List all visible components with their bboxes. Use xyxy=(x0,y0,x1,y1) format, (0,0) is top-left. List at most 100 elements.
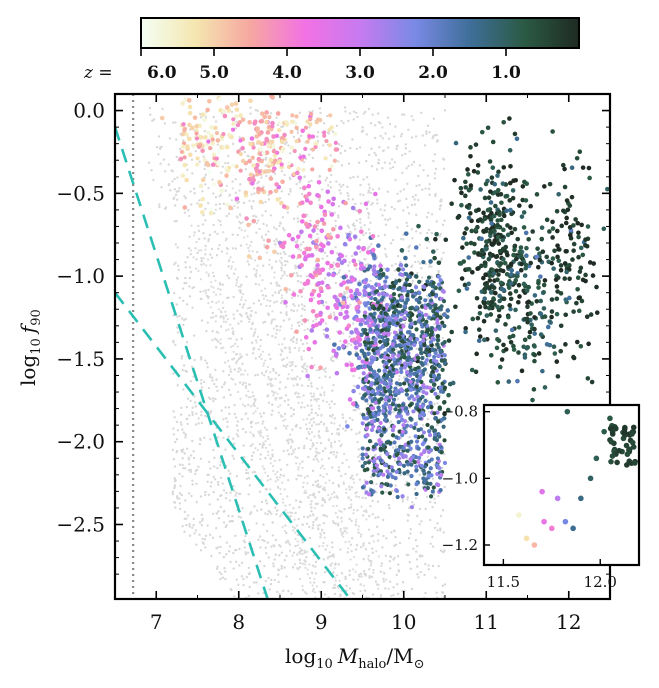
background-point xyxy=(242,577,245,581)
colored-point xyxy=(383,279,388,284)
background-point xyxy=(266,434,269,438)
background-point xyxy=(313,577,316,580)
background-point xyxy=(274,398,277,401)
background-point xyxy=(253,331,257,334)
background-point xyxy=(296,375,299,378)
colored-point xyxy=(190,60,195,65)
colored-point xyxy=(482,296,488,302)
background-point xyxy=(276,478,280,481)
background-point xyxy=(279,381,282,384)
background-point xyxy=(405,221,408,225)
background-point xyxy=(349,558,352,561)
colored-point xyxy=(564,198,570,203)
background-point xyxy=(192,523,195,527)
colored-point xyxy=(438,385,443,390)
background-point xyxy=(313,398,316,401)
background-point xyxy=(237,358,240,361)
colored-point xyxy=(459,276,465,281)
background-point xyxy=(274,336,277,339)
colored-point xyxy=(594,284,599,290)
colored-point xyxy=(403,300,408,306)
colored-point xyxy=(500,181,506,186)
colored-point xyxy=(495,304,500,310)
background-point xyxy=(283,337,286,340)
background-point xyxy=(358,431,361,435)
colored-point xyxy=(538,274,543,279)
colored-point xyxy=(361,371,366,376)
background-point xyxy=(212,274,216,278)
background-point xyxy=(270,413,273,416)
colored-point xyxy=(197,123,202,129)
background-point xyxy=(419,570,422,574)
background-point xyxy=(269,214,273,217)
background-point xyxy=(289,338,293,342)
background-point xyxy=(280,551,284,554)
background-point xyxy=(200,256,203,260)
colored-point xyxy=(275,197,280,202)
colored-point xyxy=(570,257,575,262)
background-point xyxy=(174,506,177,509)
background-point xyxy=(390,594,393,597)
background-point xyxy=(280,277,283,280)
colored-point xyxy=(508,296,514,302)
colored-point xyxy=(515,299,521,305)
background-point xyxy=(244,369,247,372)
background-point xyxy=(200,378,203,382)
colored-point xyxy=(340,300,346,306)
background-point xyxy=(406,498,409,501)
background-point xyxy=(323,277,327,280)
colored-point xyxy=(234,107,240,112)
background-point xyxy=(186,422,189,426)
background-point xyxy=(175,438,179,441)
background-point xyxy=(200,523,204,527)
background-point xyxy=(272,226,276,229)
background-point xyxy=(266,383,269,386)
background-point xyxy=(300,406,303,409)
background-point xyxy=(220,409,223,412)
background-point xyxy=(228,499,232,502)
colored-point xyxy=(247,158,252,164)
background-point xyxy=(321,399,325,402)
background-point xyxy=(329,451,332,455)
background-point xyxy=(339,185,343,189)
background-point xyxy=(163,170,167,173)
background-point xyxy=(306,319,310,322)
colored-point xyxy=(482,301,487,306)
colored-point xyxy=(453,140,459,146)
background-point xyxy=(410,163,414,166)
background-point xyxy=(214,397,217,401)
colored-point xyxy=(440,288,445,293)
background-point xyxy=(367,216,370,219)
background-point xyxy=(414,194,417,197)
background-point xyxy=(210,554,213,558)
colored-point xyxy=(556,247,561,252)
background-point xyxy=(273,271,276,274)
background-point xyxy=(261,436,265,439)
colored-point xyxy=(217,179,222,185)
colored-point xyxy=(361,246,366,252)
background-point xyxy=(254,410,257,413)
colored-point xyxy=(498,280,504,286)
colored-point xyxy=(396,267,401,272)
background-point xyxy=(368,568,371,571)
background-point xyxy=(189,190,192,193)
background-point xyxy=(157,153,160,156)
colored-point xyxy=(248,98,253,104)
colored-point xyxy=(211,182,217,187)
background-point xyxy=(191,411,194,414)
colored-point xyxy=(200,177,206,183)
background-point xyxy=(237,276,240,279)
colored-point xyxy=(357,337,363,342)
background-point xyxy=(328,376,331,379)
background-point xyxy=(191,306,194,309)
background-point xyxy=(286,463,289,467)
background-point xyxy=(283,347,286,350)
background-point xyxy=(218,194,221,198)
colored-point xyxy=(421,338,426,343)
background-point xyxy=(321,504,324,507)
background-point xyxy=(427,568,431,571)
background-point xyxy=(224,351,227,354)
colored-point xyxy=(433,350,438,356)
colored-point xyxy=(521,288,527,294)
background-point xyxy=(189,270,193,274)
